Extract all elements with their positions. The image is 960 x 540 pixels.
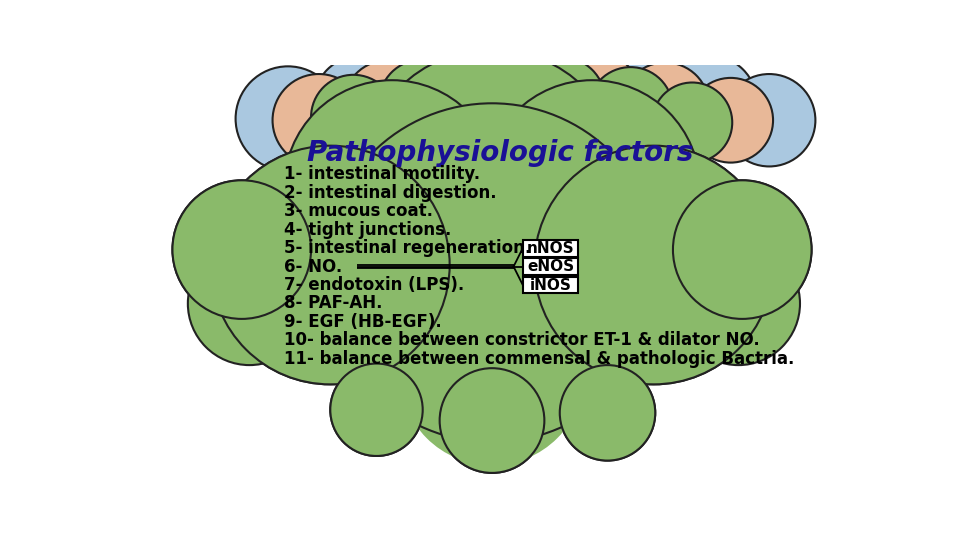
Circle shape xyxy=(445,52,539,144)
Text: 3- mucous coat.: 3- mucous coat. xyxy=(284,202,433,220)
Circle shape xyxy=(517,57,605,145)
FancyBboxPatch shape xyxy=(523,258,578,275)
Text: 7- endotoxin (LPS).: 7- endotoxin (LPS). xyxy=(284,276,465,294)
Circle shape xyxy=(588,67,673,152)
Circle shape xyxy=(688,78,773,163)
Text: 1- intestinal motility.: 1- intestinal motility. xyxy=(284,165,480,183)
Circle shape xyxy=(673,180,811,319)
Text: 10- balance between constrictor ET-1 & dilator NO.: 10- balance between constrictor ET-1 & d… xyxy=(284,332,760,349)
Circle shape xyxy=(621,63,709,150)
Text: Pathophysiologic factors: Pathophysiologic factors xyxy=(306,139,693,167)
Text: iNOS: iNOS xyxy=(530,278,571,293)
Text: 2- intestinal digestion.: 2- intestinal digestion. xyxy=(284,184,496,201)
Circle shape xyxy=(173,180,311,319)
Circle shape xyxy=(480,48,573,140)
Text: 11- balance between commensal & pathologic Bactria.: 11- balance between commensal & patholog… xyxy=(284,350,795,368)
Circle shape xyxy=(673,180,811,319)
Circle shape xyxy=(284,80,500,296)
Circle shape xyxy=(323,103,661,442)
Circle shape xyxy=(658,55,757,155)
Circle shape xyxy=(211,146,449,384)
Circle shape xyxy=(273,74,365,166)
Circle shape xyxy=(361,49,623,311)
Circle shape xyxy=(330,363,422,456)
Text: 8- PAF-AH.: 8- PAF-AH. xyxy=(284,294,383,313)
Circle shape xyxy=(453,45,546,138)
Circle shape xyxy=(211,146,449,384)
Circle shape xyxy=(399,280,585,465)
FancyBboxPatch shape xyxy=(523,276,578,294)
Circle shape xyxy=(330,363,422,456)
Circle shape xyxy=(723,74,815,166)
Circle shape xyxy=(523,45,615,138)
Circle shape xyxy=(535,146,773,384)
Circle shape xyxy=(323,103,661,442)
Circle shape xyxy=(313,56,409,151)
Text: nNOS: nNOS xyxy=(527,240,574,255)
Circle shape xyxy=(300,126,546,373)
Text: 4- tight junctions.: 4- tight junctions. xyxy=(284,220,451,239)
Circle shape xyxy=(376,211,608,442)
Circle shape xyxy=(411,51,504,143)
Circle shape xyxy=(235,66,340,171)
Circle shape xyxy=(311,75,396,159)
Circle shape xyxy=(188,242,311,365)
Circle shape xyxy=(535,146,773,384)
Text: 9- EGF (HB-EGF).: 9- EGF (HB-EGF). xyxy=(284,313,442,331)
Circle shape xyxy=(386,51,475,140)
Circle shape xyxy=(652,83,732,163)
Circle shape xyxy=(560,365,656,461)
Circle shape xyxy=(440,368,544,473)
Text: 6- NO.: 6- NO. xyxy=(284,258,343,275)
Circle shape xyxy=(551,52,640,142)
Circle shape xyxy=(484,80,700,296)
Circle shape xyxy=(344,60,433,150)
Circle shape xyxy=(590,49,686,145)
Circle shape xyxy=(440,368,544,473)
Circle shape xyxy=(173,180,311,319)
Text: eNOS: eNOS xyxy=(527,259,574,274)
Circle shape xyxy=(438,126,684,373)
Circle shape xyxy=(677,242,800,365)
FancyBboxPatch shape xyxy=(523,240,578,256)
Circle shape xyxy=(560,365,656,461)
Text: 5- intestinal regeneration.: 5- intestinal regeneration. xyxy=(284,239,531,257)
Circle shape xyxy=(379,59,467,147)
